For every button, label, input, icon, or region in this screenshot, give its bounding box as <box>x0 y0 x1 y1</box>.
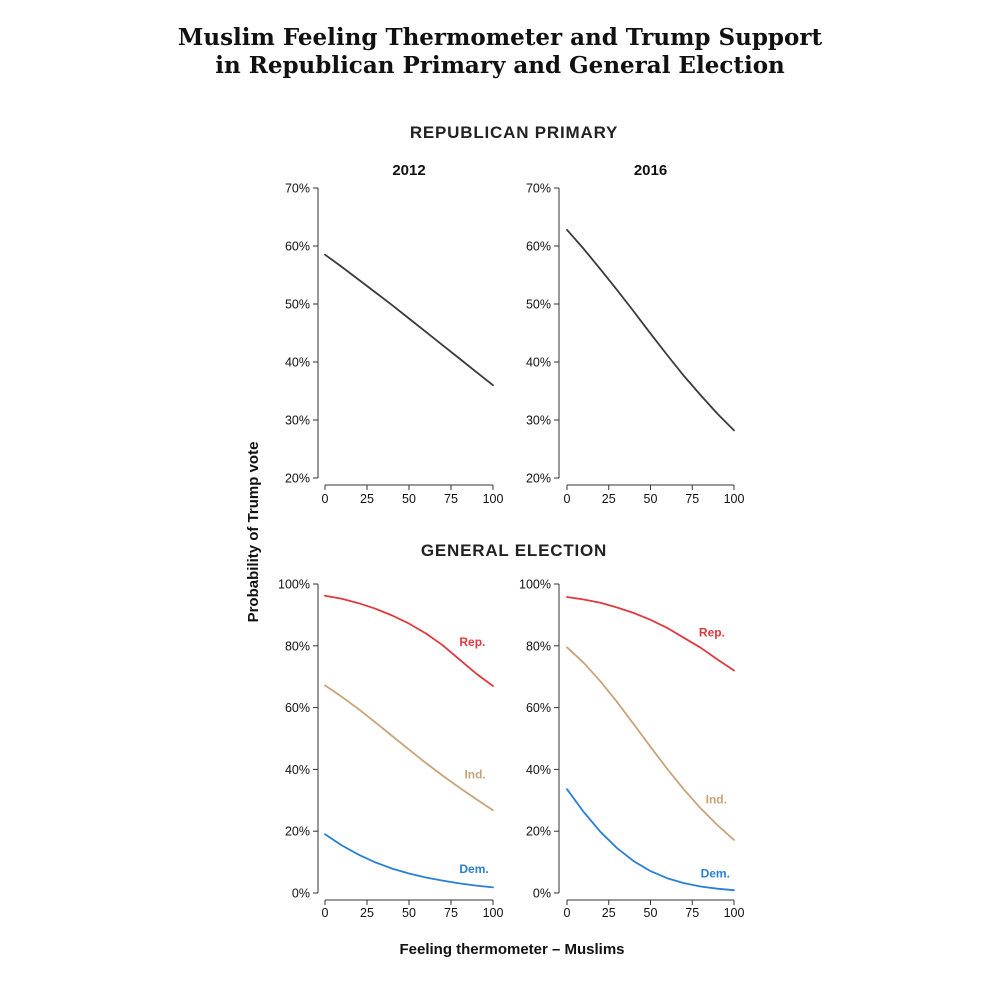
series-label-dem: Dem. <box>701 867 730 881</box>
series-line-dem-2012 <box>324 833 494 889</box>
x-tick-label: 50 <box>644 492 658 506</box>
panel-title-2016: 2016 <box>634 162 667 179</box>
y-tick-label: 0% <box>533 887 551 901</box>
series-line-ind-2016 <box>566 646 735 841</box>
series-line-trump-2016 <box>566 228 735 432</box>
x-tick-label: 100 <box>724 492 745 506</box>
x-tick-label: 25 <box>602 492 616 506</box>
x-axis-label: Feeling thermometer – Muslims <box>399 941 624 958</box>
y-tick-label: 20% <box>526 472 551 486</box>
panel-primary-2012: 2012 20% 30% 40% 50% 60% 70% 0 25 50 75 100 <box>285 162 504 506</box>
y-tick-label: 40% <box>285 356 310 370</box>
y-tick-label: 50% <box>526 298 551 312</box>
series-label-ind: Ind. <box>706 792 727 806</box>
x-tick-label: 50 <box>402 492 416 506</box>
figure-title-line1: Muslim Feeling Thermometer and Trump Sup… <box>178 24 823 51</box>
series-line-rep-2016 <box>566 596 735 672</box>
y-tick-label: 30% <box>526 414 551 428</box>
series-line-rep-2012 <box>324 594 494 687</box>
y-tick-label: 0% <box>292 887 310 901</box>
y-tick-label: 80% <box>526 639 551 653</box>
x-tick-label: 0 <box>322 492 329 506</box>
x-tick-label: 75 <box>685 906 699 920</box>
y-tick-label: 20% <box>285 825 310 839</box>
series-line-ind-2012 <box>324 684 494 812</box>
x-tick-label: 75 <box>444 492 458 506</box>
series-line-trump-2012 <box>324 253 494 387</box>
series-label-rep: Rep. <box>699 626 725 640</box>
y-tick-label: 30% <box>285 414 310 428</box>
x-tick-label: 0 <box>564 492 571 506</box>
y-tick-label: 20% <box>285 472 310 486</box>
y-tick-label: 60% <box>285 240 310 254</box>
panel-title-2012: 2012 <box>392 162 425 179</box>
y-tick-label: 50% <box>285 298 310 312</box>
y-tick-label: 40% <box>526 356 551 370</box>
series-line-dem-2016 <box>566 788 735 892</box>
figure-title-line2: in Republican Primary and General Electi… <box>215 52 785 79</box>
x-tick-label: 0 <box>322 906 329 920</box>
y-tick-label: 70% <box>526 182 551 196</box>
y-tick-label: 80% <box>285 639 310 653</box>
x-tick-label: 0 <box>564 906 571 920</box>
x-tick-label: 50 <box>402 906 416 920</box>
x-tick-label: 75 <box>685 492 699 506</box>
y-tick-label: 60% <box>285 701 310 715</box>
y-tick-label: 60% <box>526 701 551 715</box>
section-title-primary: REPUBLICAN PRIMARY <box>410 123 618 142</box>
panel-general-2012: 0% 20% 40% 60% 80% 100% 0 25 50 75 100 Rep. Ind. Dem. <box>278 578 503 921</box>
series-label-dem: Dem. <box>459 862 488 876</box>
x-tick-label: 100 <box>483 906 504 920</box>
series-label-rep: Rep. <box>459 635 485 649</box>
series-label-ind: Ind. <box>464 768 485 782</box>
x-tick-label: 100 <box>483 492 504 506</box>
y-tick-label: 20% <box>526 825 551 839</box>
y-tick-label: 40% <box>526 763 551 777</box>
x-tick-label: 50 <box>644 906 658 920</box>
x-tick-label: 25 <box>360 906 374 920</box>
x-tick-label: 25 <box>602 906 616 920</box>
y-tick-label: 60% <box>526 240 551 254</box>
x-tick-label: 100 <box>724 906 745 920</box>
y-tick-label: 100% <box>519 578 551 592</box>
x-tick-label: 25 <box>360 492 374 506</box>
x-tick-label: 75 <box>444 906 458 920</box>
section-title-general: GENERAL ELECTION <box>421 541 607 560</box>
panel-general-2016: 0% 20% 40% 60% 80% 100% 0 25 50 75 100 Rep. Ind. Dem. <box>519 578 744 921</box>
panel-primary-2016: 2016 20% 30% 40% 50% 60% 70% 0 25 50 75 100 <box>526 162 745 506</box>
y-axis-label: Probability of Trump vote <box>245 442 262 623</box>
y-tick-label: 70% <box>285 182 310 196</box>
y-tick-label: 40% <box>285 763 310 777</box>
y-tick-label: 100% <box>278 578 310 592</box>
